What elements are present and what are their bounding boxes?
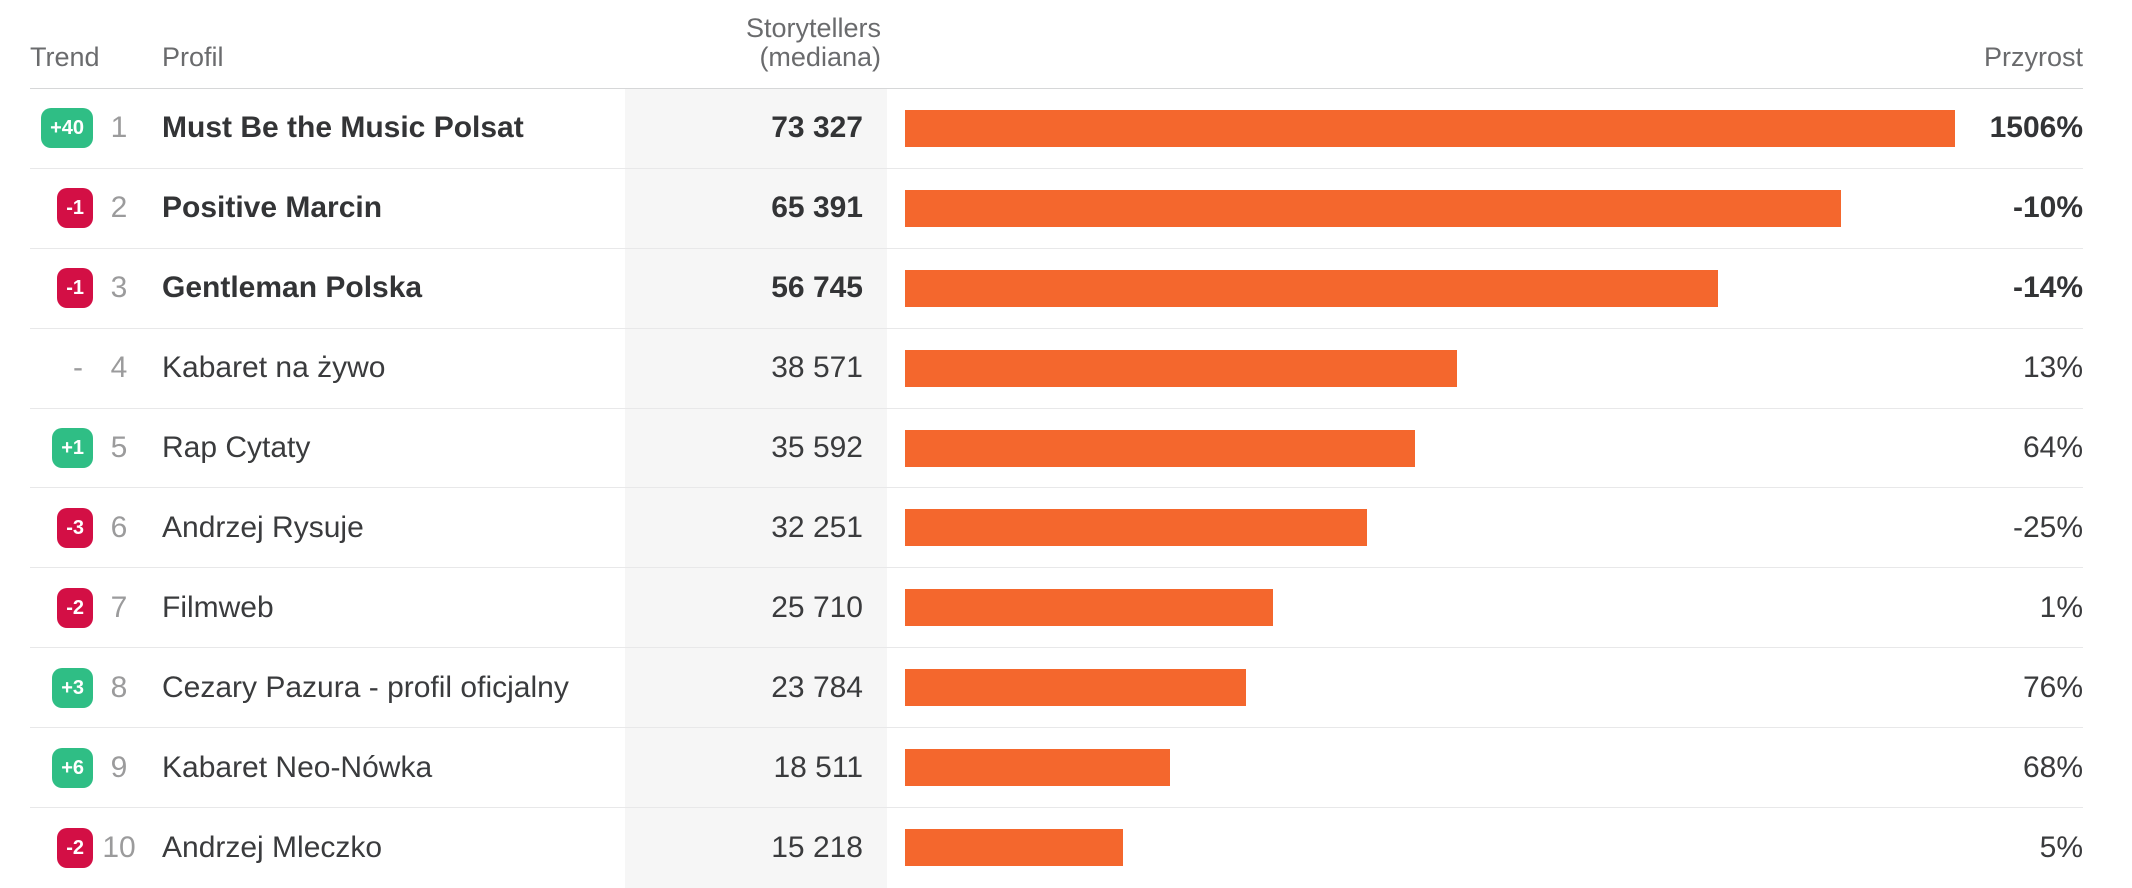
trend-cell: -1 — [30, 188, 93, 229]
storytellers-bar — [905, 189, 1841, 227]
profile-name: Cezary Pazura - profil oficjalny — [162, 670, 569, 704]
growth-value: 64% — [2022, 431, 2083, 464]
table-body: +40 1 Must Be the Music Polsat 73 327 15… — [30, 89, 2083, 888]
storytellers-value: 32 251 — [625, 488, 887, 568]
column-header-przyrost: Przyrost — [1983, 42, 2083, 73]
trend-badge: +3 — [52, 667, 93, 708]
trend-cell: -2 — [30, 827, 93, 868]
rank-label: 2 — [110, 191, 128, 225]
trend-cell: +1 — [30, 428, 93, 468]
profile-name: Must Be the Music Polsat — [162, 111, 524, 145]
table-row: +1 5 Rap Cytaty 35 592 64% — [30, 408, 2083, 489]
storytellers-value: 35 592 — [625, 408, 887, 488]
bar-cell — [905, 89, 1958, 168]
storytellers-value: 38 571 — [625, 328, 887, 408]
table-row: - 4 Kabaret na żywo 38 571 13% — [30, 328, 2083, 409]
trend-badge: +40 — [41, 108, 93, 149]
storytellers-bar — [905, 829, 1123, 867]
profile-name: Kabaret na żywo — [162, 351, 386, 385]
growth-value: 1506% — [1989, 111, 2083, 145]
profile-name: Kabaret Neo-Nówka — [162, 750, 433, 784]
growth-value: 76% — [2022, 670, 2083, 704]
trend-cell: +3 — [30, 667, 93, 708]
trend-badge: -2 — [57, 827, 93, 868]
storytellers-bar — [905, 429, 1415, 467]
growth-value: -14% — [2012, 271, 2083, 305]
storytellers-bar — [905, 269, 1718, 307]
profile-name: Andrzej Mleczko — [162, 830, 383, 864]
storytellers-bar — [905, 509, 1367, 547]
bar-cell — [905, 329, 1958, 408]
storytellers-value: 73 327 — [625, 89, 887, 168]
storytellers-value: 23 784 — [625, 648, 887, 728]
bar-cell — [905, 808, 1958, 888]
storytellers-value: 25 710 — [625, 568, 887, 648]
table-row: -1 3 Gentleman Polska 56 745 -14% — [30, 248, 2083, 329]
storytellers-bar — [905, 589, 1273, 627]
rank-label: 6 — [110, 510, 128, 544]
trend-cell: +40 — [30, 108, 93, 149]
table-row: -2 10 Andrzej Mleczko 15 218 5% — [30, 808, 2083, 888]
trend-badge: -3 — [57, 507, 93, 548]
trend-badge: -1 — [57, 188, 93, 229]
bar-cell — [905, 169, 1958, 248]
table-row: +3 8 Cezary Pazura - profil oficjalny 23… — [30, 648, 2083, 729]
rank-label: 10 — [102, 830, 136, 864]
bar-cell — [905, 409, 1958, 488]
trend-badge: +1 — [52, 428, 93, 468]
table-header: Trend Profil Storytellers (mediana) Przy… — [30, 0, 2083, 89]
storytellers-bar — [905, 109, 1955, 147]
profile-name: Andrzej Rysuje — [162, 510, 364, 544]
bar-cell — [905, 488, 1958, 567]
profile-name: Gentleman Polska — [162, 271, 423, 305]
trend-badge: -1 — [57, 268, 93, 309]
growth-value: -25% — [2012, 510, 2083, 544]
trend-cell: -2 — [30, 587, 93, 628]
growth-value: 13% — [2022, 351, 2083, 385]
column-header-storytellers: Storytellers (mediana) — [745, 12, 881, 73]
rank-label: 3 — [110, 271, 128, 305]
trend-cell: -3 — [30, 507, 93, 548]
trend-cell: +6 — [30, 747, 93, 788]
profile-name: Rap Cytaty — [162, 431, 311, 464]
bar-cell — [905, 728, 1958, 807]
rank-label: 8 — [110, 670, 128, 704]
trend-badge: -2 — [57, 587, 93, 628]
column-header-profil: Profil — [162, 42, 224, 73]
storytellers-bar — [905, 669, 1246, 707]
table-row: -3 6 Andrzej Rysuje 32 251 -25% — [30, 488, 2083, 569]
growth-value: 68% — [2022, 750, 2083, 784]
trend-badge: - — [73, 351, 83, 385]
storytellers-value: 15 218 — [625, 808, 887, 888]
profile-name: Positive Marcin — [162, 191, 383, 225]
table-row: +40 1 Must Be the Music Polsat 73 327 15… — [30, 89, 2083, 169]
trend-cell: - — [30, 353, 93, 383]
storytellers-bar — [905, 749, 1170, 787]
bar-cell — [905, 568, 1958, 647]
bar-cell — [905, 648, 1958, 727]
column-header-trend: Trend — [30, 42, 100, 73]
storytellers-value: 65 391 — [625, 168, 887, 248]
table-row: -2 7 Filmweb 25 710 1% — [30, 568, 2083, 649]
rank-label: 4 — [110, 351, 128, 385]
storytellers-bar — [905, 349, 1457, 387]
profile-name: Filmweb — [162, 590, 274, 624]
rank-label: 9 — [110, 750, 128, 784]
storytellers-value: 56 745 — [625, 248, 887, 328]
rank-label: 7 — [110, 590, 128, 624]
storytellers-value: 18 511 — [625, 728, 887, 808]
growth-value: 1% — [2039, 590, 2083, 624]
trend-cell: -1 — [30, 268, 93, 309]
table-row: +6 9 Kabaret Neo-Nówka 18 511 68% — [30, 728, 2083, 809]
table-row: -1 2 Positive Marcin 65 391 -10% — [30, 168, 2083, 249]
growth-value: -10% — [2012, 191, 2083, 225]
rank-label: 1 — [110, 111, 128, 145]
bar-cell — [905, 249, 1958, 328]
rank-label: 5 — [110, 431, 128, 464]
growth-value: 5% — [2039, 830, 2083, 864]
trend-badge: +6 — [52, 747, 93, 788]
